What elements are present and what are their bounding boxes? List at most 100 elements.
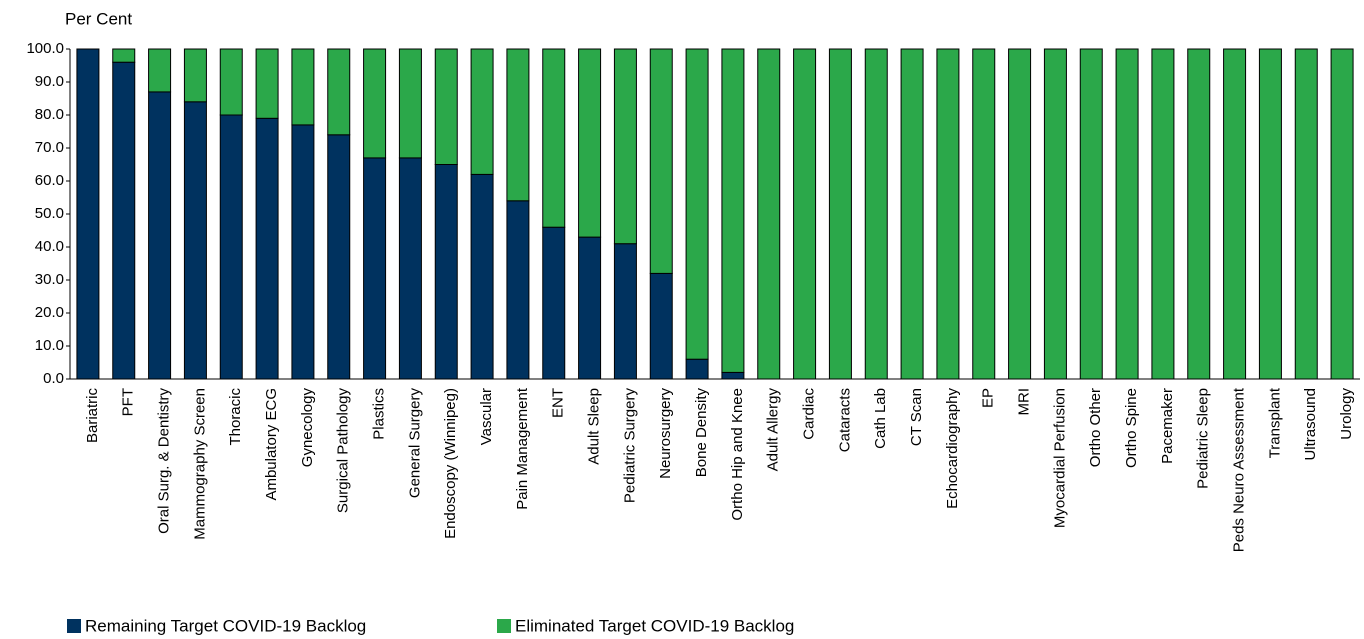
bar-segment — [470, 48, 494, 175]
x-tick-label: Plastics — [371, 388, 388, 440]
bar-segment — [864, 48, 888, 380]
x-tick-label: Adult Allergy — [765, 388, 782, 472]
bar-segment — [1258, 48, 1282, 380]
legend-label: Remaining Target COVID-19 Backlog — [85, 616, 366, 635]
bar-segment — [1043, 48, 1067, 380]
bar-segment — [363, 48, 387, 159]
bar-segment — [1115, 48, 1139, 380]
x-tick-label: Ortho Hip and Knee — [729, 388, 746, 521]
bar-segment — [685, 358, 709, 380]
x-tick-label: Peds Neuro Assessment — [1231, 387, 1248, 552]
y-tick-label: 100.0 — [26, 40, 64, 57]
bar-segment — [183, 48, 207, 103]
bar-segment — [828, 48, 852, 380]
bar-segment — [542, 226, 566, 380]
bar-segment — [793, 48, 817, 380]
x-tick-label: MRI — [1016, 388, 1033, 416]
bar-segment — [434, 48, 458, 165]
x-tick-label: Bariatric — [84, 388, 101, 444]
x-tick-label: Pediatric Surgery — [621, 388, 638, 504]
x-tick-label: Mammography Screen — [191, 388, 208, 540]
bar-segment — [112, 48, 136, 63]
x-tick-label: General Surgery — [406, 388, 423, 499]
y-tick-label: 40.0 — [35, 238, 64, 255]
y-tick-label: 0.0 — [43, 370, 64, 387]
bar-segment — [542, 48, 566, 228]
bar-segment — [470, 173, 494, 380]
x-tick-label: Cardiac — [801, 388, 818, 440]
bar-segment — [148, 48, 172, 93]
legend-swatch — [497, 619, 511, 633]
bar-segment — [1294, 48, 1318, 380]
bar-segment — [291, 124, 315, 380]
bar-segment — [506, 200, 530, 380]
bar-segment — [972, 48, 996, 380]
bar-segment — [255, 117, 279, 380]
x-tick-label: Endoscopy (Winnipeg) — [442, 388, 459, 539]
x-tick-label: PFT — [120, 388, 137, 416]
x-tick-label: Pain Management — [514, 387, 531, 510]
bar-segment — [1330, 48, 1354, 380]
bar-segment — [1223, 48, 1247, 380]
x-tick-label: Transplant — [1266, 387, 1283, 458]
bar-segment — [219, 48, 243, 116]
bar-segment — [1151, 48, 1175, 380]
bar-segment — [721, 48, 745, 373]
bar-segment — [148, 91, 172, 380]
bar-segment — [1079, 48, 1103, 380]
x-tick-label: Neurosurgery — [657, 388, 674, 479]
bar-segment — [578, 236, 602, 380]
y-tick-label: 50.0 — [35, 205, 64, 222]
y-tick-label: 90.0 — [35, 73, 64, 90]
y-tick-label: 60.0 — [35, 172, 64, 189]
bar-segment — [649, 272, 673, 380]
x-tick-label: Urology — [1338, 388, 1355, 440]
y-tick-label: 10.0 — [35, 337, 64, 354]
bar-segment — [757, 48, 781, 380]
x-tick-label: CT Scan — [908, 388, 925, 446]
x-tick-label: Cataracts — [836, 388, 853, 452]
bar-segment — [398, 157, 422, 380]
bar-segment — [506, 48, 530, 202]
x-tick-label: Bone Density — [693, 388, 710, 478]
bar-segment — [112, 61, 136, 380]
x-tick-label: Adult Sleep — [586, 388, 603, 465]
x-tick-label: Ambulatory ECG — [263, 388, 280, 501]
bar-segment — [721, 371, 745, 380]
x-tick-label: EP — [980, 388, 997, 408]
legend-label: Eliminated Target COVID-19 Backlog — [515, 616, 794, 635]
x-tick-label: Ortho Other — [1087, 388, 1104, 467]
bar-segment — [255, 48, 279, 119]
bar-segment — [76, 48, 100, 380]
x-tick-label: Pacemaker — [1159, 388, 1176, 464]
x-tick-label: Thoracic — [227, 388, 244, 446]
y-tick-label: 20.0 — [35, 304, 64, 321]
bar-segment — [291, 48, 315, 126]
bar-segment — [578, 48, 602, 238]
x-tick-label: Pediatric Sleep — [1195, 388, 1212, 489]
bar-segment — [327, 134, 351, 380]
bar-segment — [398, 48, 422, 159]
y-tick-label: 30.0 — [35, 271, 64, 288]
bar-segment — [434, 164, 458, 380]
x-tick-label: ENT — [550, 388, 567, 418]
bar-segment — [613, 48, 637, 245]
bar-segment — [1187, 48, 1211, 380]
x-tick-label: Ortho Spine — [1123, 388, 1140, 468]
y-tick-label: 70.0 — [35, 139, 64, 156]
x-tick-label: Myocardial Perfusion — [1051, 388, 1068, 528]
x-tick-label: Vascular — [478, 388, 495, 445]
bar-segment — [685, 48, 709, 360]
y-axis-title: Per Cent — [65, 9, 132, 28]
bar-segment — [1008, 48, 1032, 380]
legend-swatch — [67, 619, 81, 633]
bar-segment — [613, 243, 637, 380]
bar-segment — [936, 48, 960, 380]
bar-segment — [363, 157, 387, 380]
bar-segment — [900, 48, 924, 380]
y-tick-label: 80.0 — [35, 106, 64, 123]
x-tick-label: Cath Lab — [872, 388, 889, 449]
bar-segment — [219, 114, 243, 380]
bar-segment — [649, 48, 673, 274]
